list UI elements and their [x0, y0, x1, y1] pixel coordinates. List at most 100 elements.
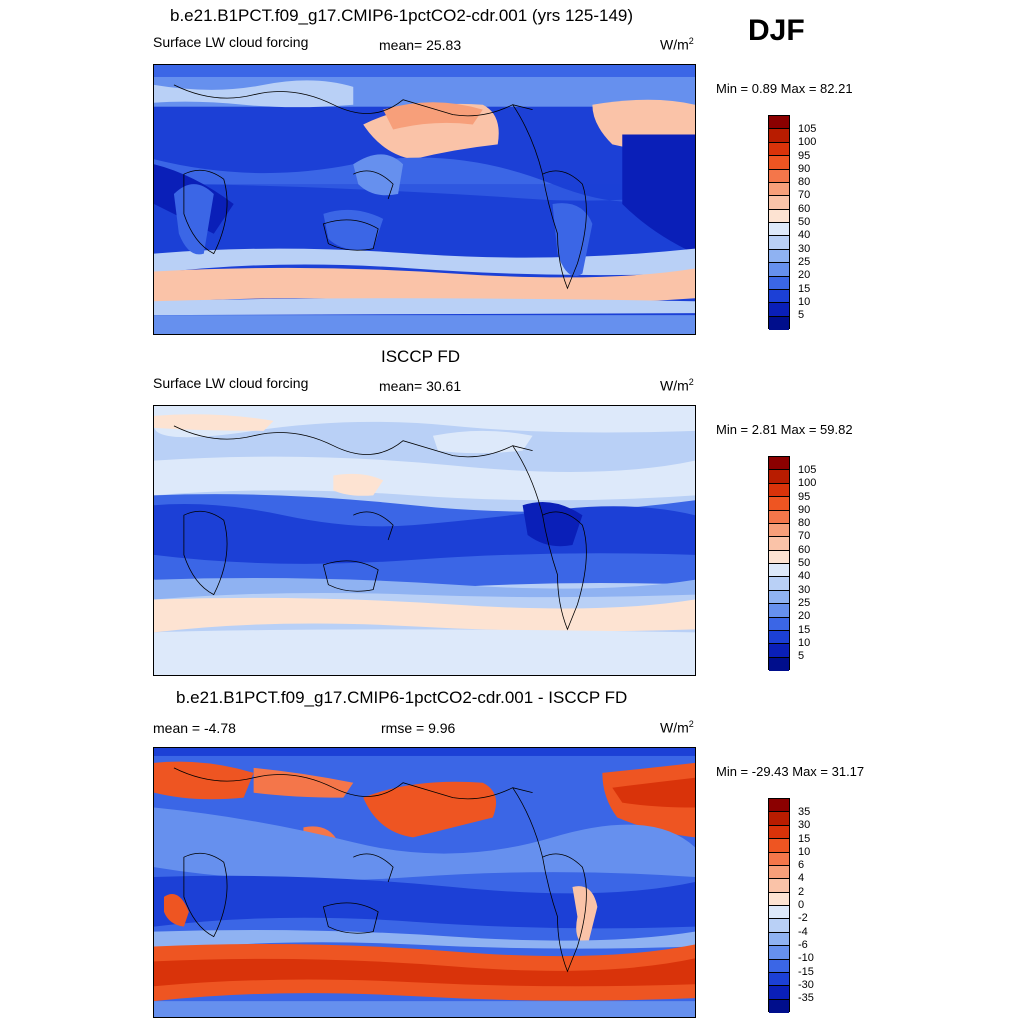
colorbar-swatch — [769, 510, 789, 524]
colorbar-swatch — [769, 630, 789, 645]
colorbar-tick-label: 20 — [798, 269, 811, 282]
panel2-units: W/m2 — [660, 377, 694, 394]
colorbar-tick-label: 30 — [798, 819, 811, 832]
colorbar-swatch — [769, 906, 789, 920]
colorbar-tick-label: 30 — [798, 242, 811, 255]
colorbar-tick-label: 95 — [798, 149, 811, 162]
colorbar-tick-label: 6 — [798, 859, 805, 872]
colorbar-tick-label: 90 — [798, 162, 811, 175]
panel3-colorbar-labels: 35 30 15 10 6 4 2 0 -2 -4 -6 -10 -15 -30 -35 — [798, 806, 814, 1005]
panel1-units: W/m2 — [660, 36, 694, 53]
colorbar-tick-label: 80 — [798, 176, 811, 189]
panel2-title: ISCCP FD — [381, 347, 461, 366]
panel2-colorbar — [768, 456, 790, 671]
colorbar-swatch — [769, 946, 789, 960]
colorbar-tick-label: -15 — [798, 965, 814, 978]
colorbar-tick-label: -6 — [798, 938, 808, 951]
panel1-title: b.e21.B1PCT.f09_g17.CMIP6-1pctCO2-cdr.00… — [170, 6, 634, 25]
colorbar-swatch — [769, 644, 789, 658]
colorbar-swatch — [769, 892, 789, 906]
colorbar-tick-label: 35 — [798, 806, 811, 818]
colorbar-swatch — [769, 169, 789, 183]
colorbar-swatch — [769, 537, 789, 551]
colorbar-swatch — [769, 523, 789, 538]
colorbar-swatch — [769, 263, 789, 277]
panel2-mean-label: mean= 30.61 — [379, 378, 462, 394]
colorbar-tick-label: 30 — [798, 583, 811, 596]
panel2-minmax: Min = 2.81 Max = 59.82 — [716, 422, 853, 437]
colorbar-tick-label: 50 — [798, 216, 811, 229]
panel1-minmax: Min = 0.89 Max = 82.21 — [716, 81, 853, 96]
colorbar-tick-label: 10 — [798, 636, 811, 649]
colorbar-swatch — [769, 986, 789, 1000]
colorbar-swatch — [769, 142, 789, 157]
colorbar-tick-label: -4 — [798, 925, 808, 938]
colorbar-tick-label: -10 — [798, 952, 814, 965]
colorbar-swatch — [769, 852, 789, 866]
panel3-mean-label: mean = -4.78 — [153, 720, 236, 736]
panel3-units: W/m2 — [660, 719, 694, 736]
colorbar-tick-label: 5 — [798, 309, 805, 322]
season-label: DJF — [748, 14, 805, 47]
colorbar-tick-label: 40 — [798, 570, 811, 583]
colorbar-tick-label: 25 — [798, 255, 811, 268]
colorbar-tick-label: 100 — [798, 136, 817, 149]
panel2-variable-label: Surface LW cloud forcing — [153, 375, 309, 391]
colorbar-swatch — [769, 116, 789, 130]
colorbar-tick-label: 70 — [798, 530, 811, 543]
colorbar-swatch — [769, 577, 789, 591]
colorbar-swatch — [769, 879, 789, 893]
colorbar-tick-label: 5 — [798, 650, 805, 663]
colorbar-swatch — [769, 825, 789, 840]
colorbar-tick-label: -30 — [798, 978, 814, 991]
colorbar-tick-label: -35 — [798, 992, 814, 1005]
colorbar-tick-label: 20 — [798, 610, 811, 623]
colorbar-swatch — [769, 289, 789, 304]
panel3-colorbar — [768, 798, 790, 1013]
colorbar-tick-label: 50 — [798, 557, 811, 570]
colorbar-tick-label: 25 — [798, 596, 811, 609]
panel3-title: b.e21.B1PCT.f09_g17.CMIP6-1pctCO2-cdr.00… — [176, 688, 628, 707]
colorbar-swatch — [769, 617, 789, 631]
colorbar-swatch — [769, 590, 789, 605]
colorbar-swatch — [769, 657, 789, 671]
colorbar-swatch — [769, 550, 789, 564]
colorbar-swatch — [769, 249, 789, 264]
colorbar-swatch — [769, 483, 789, 498]
panel1-colorbar-labels: 105 100 95 90 80 70 60 50 40 30 25 20 15 10 5 — [798, 123, 816, 322]
colorbar-tick-label: 0 — [798, 899, 805, 912]
panel1-variable-label: Surface LW cloud forcing — [153, 34, 309, 50]
colorbar-swatch — [769, 457, 789, 471]
panel1-colorbar — [768, 115, 790, 330]
colorbar-tick-label: 105 — [798, 123, 817, 135]
colorbar-swatch — [769, 182, 789, 197]
colorbar-swatch — [769, 919, 789, 933]
colorbar-tick-label: 4 — [798, 872, 805, 885]
colorbar-tick-label: 60 — [798, 202, 811, 215]
colorbar-tick-label: 15 — [798, 282, 811, 295]
colorbar-tick-label: 100 — [798, 477, 817, 490]
colorbar-tick-label: 90 — [798, 503, 811, 516]
colorbar-tick-label: 40 — [798, 229, 811, 242]
colorbar-tick-label: 105 — [798, 464, 817, 476]
panel1-map — [153, 64, 696, 335]
panel2-colorbar-labels: 105 100 95 90 80 70 60 50 40 30 25 20 15 10 5 — [798, 464, 816, 663]
colorbar-swatch — [769, 564, 789, 578]
colorbar-swatch — [769, 839, 789, 853]
colorbar-swatch — [769, 223, 789, 237]
colorbar-tick-label: 80 — [798, 517, 811, 530]
colorbar-swatch — [769, 972, 789, 987]
colorbar-tick-label: 60 — [798, 543, 811, 556]
colorbar-swatch — [769, 276, 789, 290]
panel3-rmse-label: rmse = 9.96 — [381, 720, 456, 736]
panel2-map — [153, 405, 696, 676]
colorbar-swatch — [769, 316, 789, 330]
colorbar-swatch — [769, 470, 789, 484]
colorbar-swatch — [769, 236, 789, 250]
colorbar-swatch — [769, 865, 789, 880]
colorbar-tick-label: -2 — [798, 912, 808, 925]
colorbar-tick-label: 95 — [798, 490, 811, 503]
panel3-map — [153, 747, 696, 1018]
colorbar-swatch — [769, 812, 789, 826]
colorbar-tick-label: 15 — [798, 832, 811, 845]
